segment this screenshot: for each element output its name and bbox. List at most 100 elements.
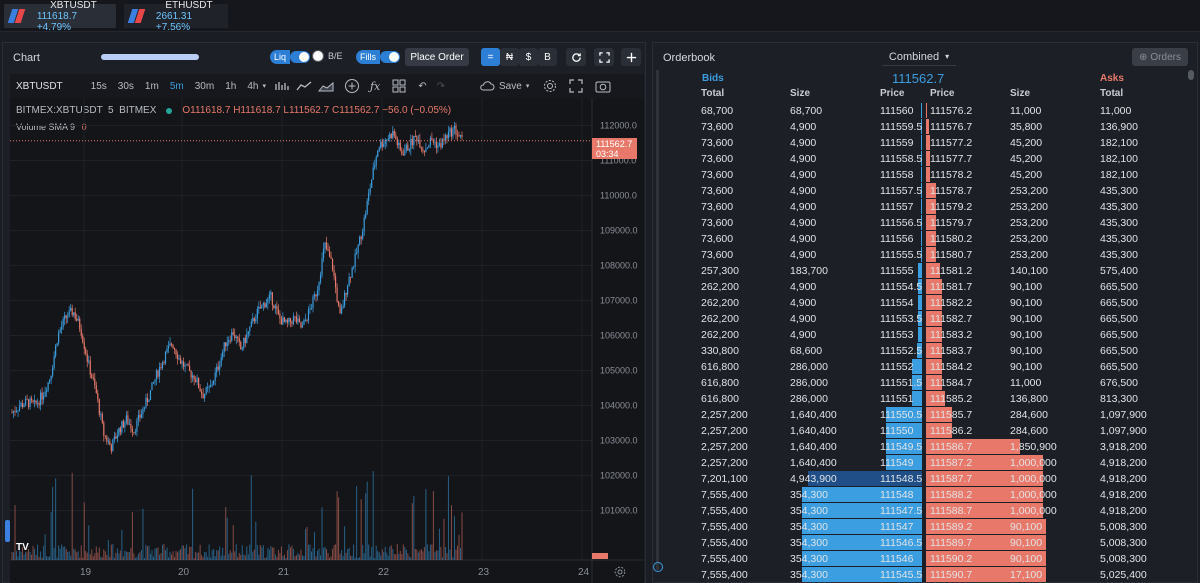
candle-body xyxy=(125,415,127,423)
price-chart[interactable]: BITMEX:XBTUSDT 5 BITMEX O111618.7 H11161… xyxy=(10,98,644,583)
orderbook-row[interactable]: 73,600 4,900 111559 111577.2 45,200 182,100 xyxy=(652,135,1198,151)
orderbook-row[interactable]: 73,600 4,900 111556 111580.2 253,200 435,300 xyxy=(652,231,1198,247)
fills-toggle[interactable]: Fills xyxy=(356,50,400,64)
orderbook-row[interactable]: 73,600 4,900 111555.5 111580.7 253,200 435,30… xyxy=(652,247,1198,263)
volume-bar xyxy=(149,553,151,560)
be-switch[interactable] xyxy=(312,50,324,62)
volume-bar xyxy=(65,548,67,560)
undo-icon[interactable]: ↶ xyxy=(418,80,427,92)
orderbook-row[interactable]: 7,555,400 354,300 111547 111589.2 90,100 5,00… xyxy=(652,519,1198,535)
left-scroll-handle[interactable] xyxy=(5,520,10,542)
refresh-button[interactable] xyxy=(566,48,586,66)
orderbook-row[interactable]: 73,600 4,900 111556.5 111579.7 253,200 435,30… xyxy=(652,215,1198,231)
volume-bar xyxy=(294,556,296,560)
area-style-icon[interactable] xyxy=(317,80,334,92)
orderbook-row[interactable]: 330,800 68,600 111552.5 111583.7 90,100 665,5… xyxy=(652,343,1198,359)
timeframe-15s[interactable]: 15s xyxy=(90,80,107,92)
timeframe-1m[interactable]: 1m xyxy=(144,80,159,92)
bid-total: 7,555,400 xyxy=(701,505,748,517)
volume-bar xyxy=(292,548,294,560)
view-mode-dollar-button[interactable]: $ xyxy=(519,48,538,66)
orderbook-row[interactable]: 68,700 68,700 111560 111576.2 11,000 11,000 xyxy=(652,103,1198,119)
candle-body xyxy=(398,142,400,145)
ask-price: 111585.2 xyxy=(930,393,973,405)
add-indicator-icon[interactable] xyxy=(344,78,360,94)
timeframe-4h[interactable]: 4h xyxy=(247,80,259,92)
orderbook-row[interactable]: 2,257,200 1,640,400 111550 111586.2 284,600 1… xyxy=(652,423,1198,439)
view-mode-equal-button[interactable]: = xyxy=(481,48,500,66)
orderbook-row[interactable]: 7,201,100 4,943,900 111548.5 111587.7 1,000,… xyxy=(652,471,1198,487)
layout-grid-icon[interactable] xyxy=(392,79,406,93)
volume-bar xyxy=(89,554,91,560)
volume-bar xyxy=(58,545,60,560)
save-dropdown-icon[interactable]: ▾ xyxy=(525,83,530,90)
depth-slider-handle[interactable] xyxy=(653,562,663,572)
liq-switch[interactable] xyxy=(290,51,311,63)
orderbook-row[interactable]: 73,600 4,900 111558.5 111577.7 45,200 182,100 xyxy=(652,151,1198,167)
expand-icon[interactable] xyxy=(569,79,583,93)
orderbook-row[interactable]: 7,555,400 354,300 111546.5 111589.7 90,100 5,… xyxy=(652,535,1198,551)
candle-body xyxy=(112,439,114,452)
orderbook-row[interactable]: 73,600 4,900 111557.5 111578.7 253,200 435,30… xyxy=(652,183,1198,199)
volume-bar xyxy=(444,547,446,560)
volume-bar xyxy=(332,548,334,560)
candlestick-chart[interactable]: 112000.0 111000.0 110000.0 109000.0 108000.0… xyxy=(10,98,644,583)
orderbook-row[interactable]: 257,300 183,700 111555 111581.2 140,100 575,4… xyxy=(652,263,1198,279)
candle-body xyxy=(79,318,81,330)
timeframe-1h[interactable]: 1h xyxy=(225,80,237,92)
orderbook-row[interactable]: 2,257,200 1,640,400 111549.5 111586.7 1,850,… xyxy=(652,439,1198,455)
view-mode-naira-button[interactable]: ₦ xyxy=(500,48,519,66)
candle-body xyxy=(199,387,201,392)
be-toggle[interactable]: B/E xyxy=(312,50,343,62)
function-icon[interactable]: ƒx xyxy=(369,79,381,93)
ask-total: 435,300 xyxy=(1100,249,1138,261)
orderbook-row[interactable]: 2,257,200 1,640,400 111549 111587.2 1,000,00… xyxy=(652,455,1198,471)
chart-settings-icon[interactable] xyxy=(614,566,626,578)
orderbook-row[interactable]: 616,800 286,000 111552 111584.2 90,100 665,50… xyxy=(652,359,1198,375)
timeframe-30m[interactable]: 30m xyxy=(194,80,215,92)
orderbook-row[interactable]: 262,200 4,900 111554 111582.2 90,100 665,500 xyxy=(652,295,1198,311)
bid-total: 7,555,400 xyxy=(701,569,748,581)
orderbook-row[interactable]: 73,600 4,900 111558 111578.2 45,200 182,100 xyxy=(652,167,1198,183)
fills-switch[interactable] xyxy=(380,51,400,63)
orderbook-row[interactable]: 616,800 286,000 111551 111585.2 136,800 813,3… xyxy=(652,391,1198,407)
ticker-ethusdt[interactable]: ETHUSDT 2661.31 +7.56% xyxy=(124,0,228,33)
place-order-button[interactable]: Place Order xyxy=(405,48,469,66)
panel-drag-handle[interactable] xyxy=(101,54,199,60)
ask-price: 111590.2 xyxy=(930,553,973,565)
fullscreen-button[interactable] xyxy=(594,48,614,66)
timeframe-30s[interactable]: 30s xyxy=(117,80,134,92)
orderbook-row[interactable]: 262,200 4,900 111554.5 111581.7 90,100 665,50… xyxy=(652,279,1198,295)
orderbook-row[interactable]: 73,600 4,900 111559.5 111576.7 35,800 136,900 xyxy=(652,119,1198,135)
orderbook-row[interactable]: 616,800 286,000 111551.5 111584.7 11,000 676,… xyxy=(652,375,1198,391)
candle-body xyxy=(235,336,237,338)
bar-style-icon[interactable] xyxy=(274,80,290,92)
orderbook-scrollbar[interactable] xyxy=(1188,70,1194,80)
orderbook-row[interactable]: 7,555,400 354,300 111547.5 111588.7 1,000,00… xyxy=(652,503,1198,519)
liq-toggle[interactable]: Liq xyxy=(270,50,311,64)
ask-depth-bar xyxy=(926,199,937,214)
volume-bar xyxy=(97,552,99,560)
orderbook-row[interactable]: 7,555,400 354,300 111545.5 111590.7 17,100 5,… xyxy=(652,567,1198,583)
redo-icon[interactable]: ↷ xyxy=(436,80,446,92)
orderbook-row[interactable]: 7,555,400 354,300 111546 111590.2 90,100 5,00… xyxy=(652,551,1198,567)
orderbook-row[interactable]: 73,600 4,900 111557 111579.2 253,200 435,300 xyxy=(652,199,1198,215)
camera-icon[interactable] xyxy=(595,79,611,93)
line-style-icon[interactable] xyxy=(296,80,312,92)
volume-bar xyxy=(389,546,391,560)
volume-bar xyxy=(40,551,42,560)
orderbook-row[interactable]: 7,555,400 354,300 111548 111588.2 1,000,000 4… xyxy=(652,487,1198,503)
timeframe-5m[interactable]: 5m xyxy=(169,80,184,92)
add-panel-button[interactable] xyxy=(621,48,641,66)
ticker-xbtusdt[interactable]: XBTUSDT 111618.7 +4.79% xyxy=(4,0,116,33)
timeframe-dropdown-icon[interactable]: ▾ xyxy=(262,83,266,90)
orderbook-row[interactable]: 262,200 4,900 111553.5 111582.7 90,100 665,50… xyxy=(652,311,1198,327)
orders-button[interactable]: ⊕ Orders xyxy=(1132,48,1188,66)
settings-gear-icon[interactable] xyxy=(543,79,557,93)
save-button[interactable]: Save xyxy=(499,80,522,92)
orderbook-row[interactable]: 262,200 4,900 111553 111583.2 90,100 665,500 xyxy=(652,327,1198,343)
view-mode-bitcoin-button[interactable]: B xyxy=(538,48,557,66)
orderbook-mode-select[interactable]: Combined ▾ xyxy=(882,48,956,66)
chart-symbol[interactable]: XBTUSDT xyxy=(16,80,63,92)
orderbook-row[interactable]: 2,257,200 1,640,400 111550.5 111585.7 284,60… xyxy=(652,407,1198,423)
